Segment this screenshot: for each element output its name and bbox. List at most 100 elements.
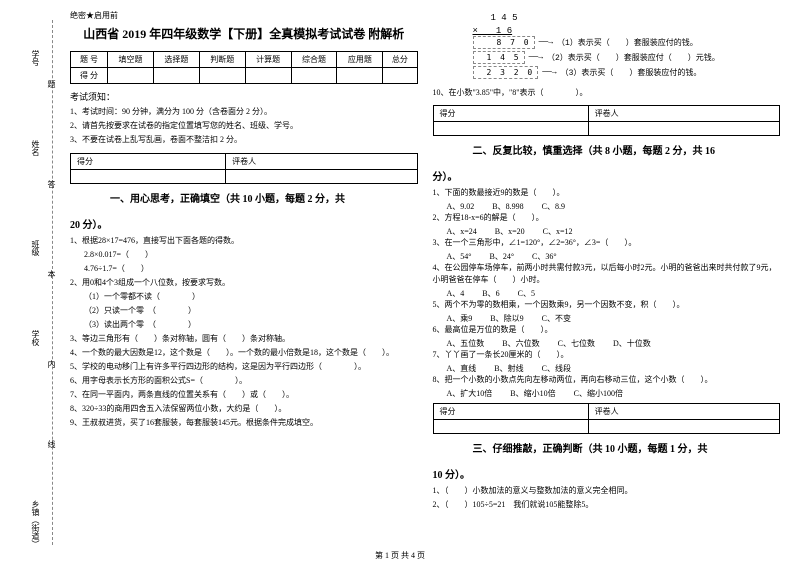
score-h-0: 题 号 (71, 52, 108, 68)
sb-grader: 评卷人 (588, 404, 779, 420)
c6-opts: A、五位数 B、六位数 C、七位数 D、十位数 (433, 338, 781, 349)
right-column: 1 4 5 × 1 6 8 7 0 ──→ （1）表示买（ ）套服装应付的钱。 … (433, 10, 781, 545)
opt: C、36° (532, 251, 557, 262)
notice-title: 考试须知： (70, 90, 418, 103)
score-cell[interactable] (337, 68, 383, 84)
arrow-icon: ──→ (529, 53, 543, 62)
sb-blank[interactable] (588, 122, 779, 136)
score-cell[interactable] (291, 68, 337, 84)
score-cell[interactable] (245, 68, 291, 84)
opt: B、8.998 (492, 201, 523, 212)
opt: A、直线 (447, 363, 477, 374)
left-column: 绝密★启用前 山西省 2019 年四年级数学【下册】全真模拟考试试卷 附解析 题… (70, 10, 418, 545)
binding-label-name: 姓名 (30, 140, 41, 156)
section-scorebox-1: 得分 评卷人 (70, 153, 418, 184)
sb-score: 得分 (71, 153, 226, 169)
arrow-icon: ──→ (542, 68, 556, 77)
opt: A、扩大10倍 (447, 388, 493, 399)
opt: C、七位数 (558, 338, 595, 349)
sb-score: 得分 (433, 404, 588, 420)
opt: A、4 (447, 288, 465, 299)
opt: B、6 (482, 288, 499, 299)
q2: 2、用0和4个3组成一个八位数，按要求写数。 (70, 277, 418, 289)
q1: 1、根据28×17=476，直接写出下面各题的得数。 (70, 235, 418, 247)
q1b: 4.76÷1.7=（ ） (70, 263, 418, 275)
c8-opts: A、扩大10倍 B、缩小10倍 C、缩小100倍 (433, 388, 781, 399)
notice-2: 2、请首先按要求在试卷的指定位置填写您的姓名、班级、学号。 (70, 120, 418, 131)
notice-1: 1、考试时间：90 分钟，满分为 100 分（含卷面分 2 分）。 (70, 106, 418, 117)
sb-grader: 评卷人 (226, 153, 417, 169)
binding-label-id: 学号 (30, 50, 41, 66)
q1a: 2.8×0.017=（ ） (70, 249, 418, 261)
sb-blank[interactable] (588, 420, 779, 434)
arrow-text-1: （1）表示买（ ）套服装应付的钱。 (557, 37, 698, 48)
vmark-5: 线 (46, 440, 57, 448)
arrow-text-2: （2）表示买（ ）套服装应付（ ）元钱。 (547, 52, 720, 63)
section-2-title: 二、反复比较，慎重选择（共 8 小题，每题 2 分，共 16 (473, 144, 781, 160)
score-h-3: 判断题 (199, 52, 245, 68)
c2-opts: A、x=24 B、x=20 C、x=12 (433, 226, 781, 237)
sb-score: 得分 (433, 106, 588, 122)
score-h-5: 综合题 (291, 52, 337, 68)
opt: C、x=12 (543, 226, 573, 237)
opt: B、x=20 (495, 226, 525, 237)
binding-label-school: 学校 (30, 330, 41, 346)
score-h-6: 应用题 (337, 52, 383, 68)
opt: B、除以9 (490, 313, 523, 324)
c1: 1、下面的数最接近9的数是（ ）。 (433, 187, 781, 199)
vmark-2: 答 (46, 180, 57, 188)
fold-line (52, 20, 53, 545)
opt: C、线段 (542, 363, 571, 374)
score-cell[interactable] (199, 68, 245, 84)
confidential-label: 绝密★启用前 (70, 10, 418, 21)
mult-l1: 1 4 5 (473, 10, 781, 23)
opt: B、六位数 (502, 338, 539, 349)
q5: 5、学校的电动移门上有许多平行四边形的结构，这是因为平行四边形（ ）。 (70, 361, 418, 373)
sb-blank[interactable] (226, 169, 417, 183)
score-cell[interactable] (383, 68, 417, 84)
opt: C、缩小100倍 (574, 388, 623, 399)
c7: 7、丫丫画了一条长20厘米的（ ）。 (433, 349, 781, 361)
c8: 8、把一个小数的小数点先向左移动两位，再向右移动三位，这个小数（ ）。 (433, 374, 781, 386)
sb-blank[interactable] (433, 420, 588, 434)
c3-opts: A、54° B、24° C、36° (433, 251, 781, 262)
binding-margin: 学号 姓名 班级 学校 乡镇（街道） 题 答 本 内 线 (20, 10, 70, 545)
sb-blank[interactable] (433, 122, 588, 136)
q9: 9、王叔叔进货，买了16套服装，每套服装145元。根据条件完成填空。 (70, 417, 418, 429)
section-3-cont: 10 分）。 (433, 466, 781, 481)
opt: A、54° (447, 251, 472, 262)
q2c: （3）读出两个零 （ ） (70, 319, 418, 331)
c3: 3、在一个三角形中，∠1=120°，∠2=36°，∠3=（ ）。 (433, 237, 781, 249)
score-h-2: 选择题 (153, 52, 199, 68)
opt: C、8.9 (542, 201, 565, 212)
score-cell[interactable] (108, 68, 154, 84)
opt: B、24° (489, 251, 514, 262)
mult-870: 8 7 0 (473, 36, 535, 49)
mult-145: 1 4 5 (473, 51, 525, 64)
c4: 4、在公园停车场停车，前两小时共需付款3元，以后每小时2元。小明的爸爸出来时共付… (433, 262, 781, 286)
score-table: 题 号 填空题 选择题 判断题 计算题 综合题 应用题 总分 得 分 (70, 51, 418, 84)
j1: 1、（ ）小数加法的意义与整数加法的意义完全相同。 (433, 485, 781, 497)
vmark-1: 题 (46, 80, 57, 88)
binding-label-town: 乡镇（街道） (30, 500, 41, 545)
section-1-title: 一、用心思考，正确填空（共 10 小题，每题 2 分，共 (110, 192, 418, 208)
page-footer: 第 1 页 共 4 页 (0, 550, 800, 561)
exam-title: 山西省 2019 年四年级数学【下册】全真模拟考试试卷 附解析 (70, 25, 418, 43)
opt: A、乘9 (447, 313, 473, 324)
score-h-4: 计算题 (245, 52, 291, 68)
section-scorebox-3: 得分 评卷人 (433, 403, 781, 434)
opt: A、x=24 (447, 226, 477, 237)
score-cell[interactable] (153, 68, 199, 84)
vmark-4: 内 (46, 360, 57, 368)
sb-blank[interactable] (71, 169, 226, 183)
j2: 2、（ ）105÷5=21 我们就说105能整除5。 (433, 499, 781, 511)
c1-opts: A、9.02 B、8.998 C、8.9 (433, 201, 781, 212)
q4: 4、一个数的最大因数是12，这个数是（ ）。一个数的最小倍数是18，这个数是（ … (70, 347, 418, 359)
arrow-text-3: （3）表示买（ ）套服装应付的钱。 (561, 67, 702, 78)
opt: D、十位数 (613, 338, 651, 349)
score-row-label: 得 分 (71, 68, 108, 84)
c2: 2、方程18-x=6的解是（ ）。 (433, 212, 781, 224)
notice-3: 3、不要在试卷上乱写乱画，卷面不整洁扣 2 分。 (70, 134, 418, 145)
score-h-1: 填空题 (108, 52, 154, 68)
mult-2320: 2 3 2 0 (473, 66, 539, 79)
